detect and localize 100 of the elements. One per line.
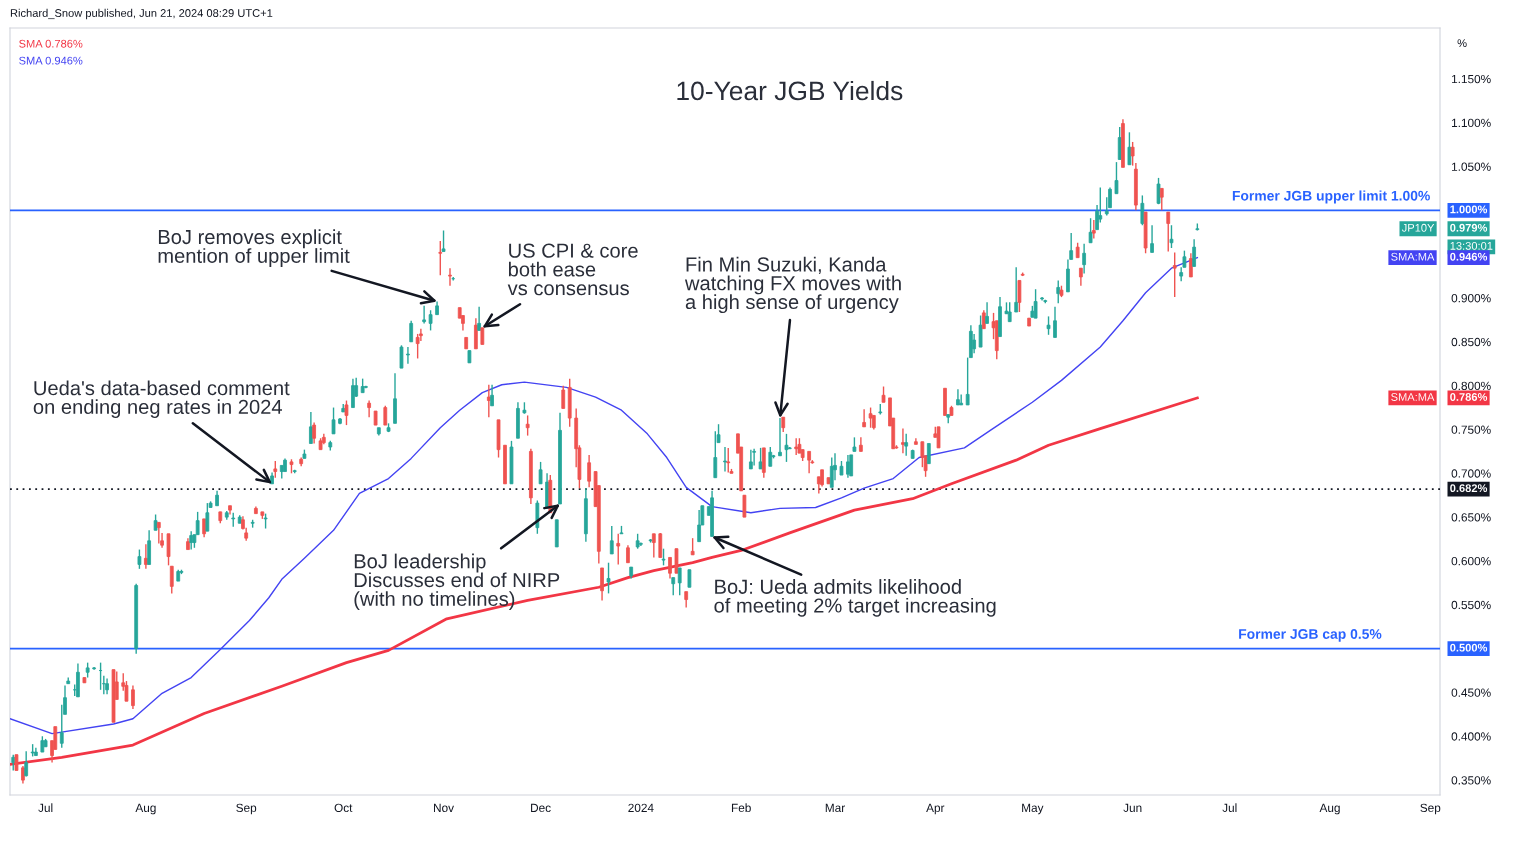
candlestick [1172,251,1177,298]
candlestick [409,320,414,343]
candlestick [658,532,663,559]
x-tick-label: Jul [38,803,53,812]
candlestick [156,521,161,545]
candlestick [807,450,811,474]
candlestick [406,346,410,365]
candlestick [606,562,611,595]
candlestick [985,301,989,325]
candlestick [965,356,970,406]
candlestick [331,406,336,435]
candlestick [959,393,964,406]
candlestick [677,567,682,596]
annotation: Fin Min Suzuki, Kanda watching FX moves with a high sense of urgency [684,256,901,314]
candlestick [428,309,433,332]
y-tick-label: 0.350% [1451,776,1491,785]
x-tick-label: Aug [135,803,156,815]
candlestick [587,454,591,489]
annotation: BoJ removes explicit mention of upper limit [158,229,350,267]
candlestick [415,333,420,360]
y-tick-label: 1.050% [1452,162,1491,171]
y-tick-label: 0.750% [1451,425,1491,434]
candlestick [920,441,925,468]
ref-line-label: 0.500% [1450,643,1488,652]
candlestick [616,533,621,566]
y-tick-label: 0.850% [1451,337,1491,347]
candlestick [1127,131,1132,166]
y-tick-label: 0.550% [1451,600,1491,610]
candlestick [131,684,135,710]
candlestick [561,384,566,410]
candlestick [1046,315,1051,336]
candlestick [1091,219,1096,240]
candlestick [1156,177,1161,205]
candlestick [166,533,171,567]
x-tick-label: Jun [1123,803,1142,812]
annotation: Ueda's data-based comment on ending neg rates in 2024 [33,380,290,418]
candlestick [1159,187,1164,212]
annotation: BoJ leadership Discusses end of NIRP (with no timelines) [354,553,560,610]
candlestick [862,408,866,428]
candlestick [24,750,29,778]
candlestick [904,433,909,457]
candlestick [147,529,151,566]
candlestick [972,333,976,354]
annotation: Former JGB upper limit 1.00% [1232,190,1430,204]
candlestick [849,454,854,477]
candlestick [169,565,174,595]
candlestick [1189,252,1193,278]
annotation: SMA:MA [1391,393,1435,401]
candlestick [1088,217,1093,244]
candlestick [1192,238,1196,268]
candlestick [538,461,543,485]
text: 13:30:01 [1450,241,1493,250]
candlestick [422,305,426,325]
candlestick [399,344,404,369]
x-tick-label: Feb [731,803,751,812]
candlestick [609,525,614,555]
y-tick-label: 1.100% [1452,118,1491,128]
x-tick-label: Jul [1222,803,1237,812]
candlestick [1150,224,1154,254]
annotation: US CPI & core both ease vs consensus [507,243,638,296]
candlestick [486,384,491,418]
x-tick-label: Dec [531,803,551,812]
text: 10-Year JGB Yields [677,80,903,101]
candlestick [1082,242,1086,275]
candlestick [1169,224,1174,249]
candlestick [749,448,753,470]
y-tick-label: 0.800% [1451,381,1491,391]
y-tick-label: 0.450% [1451,688,1491,697]
candlestick [1017,279,1022,313]
x-tick-label: Oct [334,803,353,812]
y-tick-label: 1.150% [1452,74,1491,84]
text: SMA 0.786% [19,39,83,48]
candlestick [758,447,763,470]
candlestick [1053,306,1057,339]
candlestick [926,442,931,465]
text: Richard_Snow published, Jun 21, 2024 08:29 UTC+1 [10,8,273,20]
annotation: BoJ: Ueda admits likelihood of meeting 2% target increasing [714,579,996,617]
candlestick [742,494,747,518]
candlestick [978,314,983,348]
x-tick-label: Aug [1319,803,1340,815]
ref-line-label: 1.000% [1450,205,1488,214]
candlestick [525,414,530,437]
candlestick [438,240,443,276]
candlestick [1166,211,1171,253]
candlestick [1130,141,1135,167]
candlestick [697,509,701,543]
candlestick [713,430,718,479]
candlestick [367,399,371,418]
candlestick [723,446,727,473]
x-tick-label: Sep [236,803,257,815]
candlestick [477,306,481,332]
annotation: JP10Y [1401,223,1435,232]
x-tick-label: Apr [926,803,945,815]
y-tick-label: 0.400% [1451,732,1491,741]
x-tick-label: Sep [1420,803,1441,815]
y-tick-label: 0.650% [1451,513,1491,522]
candlestick [668,556,672,580]
candlestick [1114,161,1119,195]
candlestick [383,405,388,426]
annotation: SMA:MA [1391,252,1435,261]
